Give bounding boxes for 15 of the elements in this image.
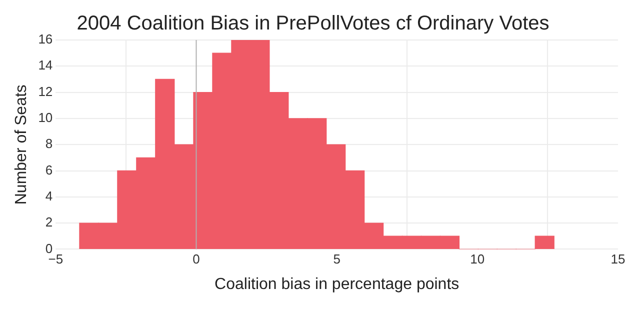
x-tick-label: 10 xyxy=(470,252,485,267)
x-axis-title: Coalition bias in percentage points xyxy=(214,276,460,293)
chart-title: 2004 Coalition Bias in PrePollVotes cf Ordinary Votes xyxy=(76,12,550,35)
x-tick-label: 5 xyxy=(333,252,340,267)
y-tick-label: 4 xyxy=(45,188,53,204)
y-tick-label: 2 xyxy=(45,214,53,230)
y-tick-label: 14 xyxy=(38,58,53,73)
y-tick-label: 12 xyxy=(38,84,53,99)
y-tick-label: 6 xyxy=(45,162,53,178)
y-axis-title: Number of Seats xyxy=(13,84,30,205)
x-tick-label: 15 xyxy=(610,252,626,267)
x-tick-label: 0 xyxy=(192,252,200,267)
y-tick-label: 8 xyxy=(45,136,53,152)
y-tick-label: 10 xyxy=(38,110,53,126)
y-tick-label: 16 xyxy=(38,32,53,47)
